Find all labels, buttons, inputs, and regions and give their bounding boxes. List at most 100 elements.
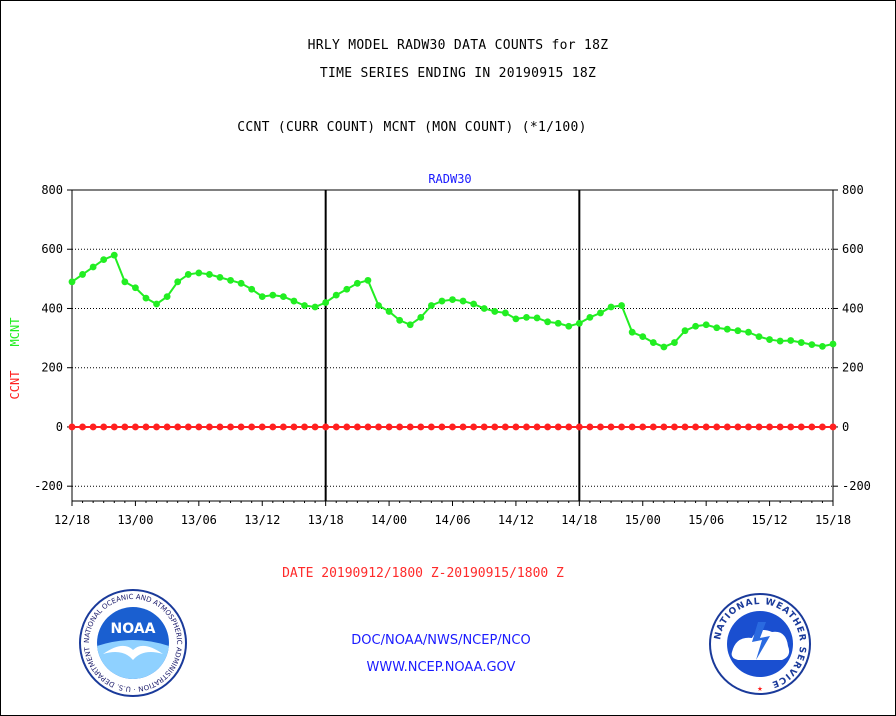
- series-point-ccnt: [533, 423, 541, 431]
- footer-url-line: WWW.NCEP.NOAA.GOV: [366, 660, 516, 675]
- series-point-ccnt: [353, 423, 361, 431]
- y-axis-label-ccnt: CCNT: [8, 371, 22, 400]
- series-point-ccnt: [660, 423, 668, 431]
- noaa-bird-icon: [103, 645, 163, 660]
- series-point-ccnt: [279, 423, 287, 431]
- series-point-ccnt: [639, 423, 647, 431]
- series-point-mcnt: [163, 293, 171, 301]
- series-point-mcnt: [787, 337, 795, 344]
- series-point-ccnt: [195, 423, 203, 431]
- series-point-ccnt: [79, 423, 86, 431]
- series-point-mcnt: [808, 341, 816, 349]
- x-tick-label: 13/06: [181, 513, 217, 527]
- series-point-ccnt: [375, 423, 382, 431]
- series-point-mcnt: [438, 297, 446, 305]
- series-point-mcnt: [89, 263, 97, 271]
- y-axis-label-mcnt: MCNT: [8, 318, 22, 347]
- series-point-ccnt: [808, 423, 816, 431]
- series-point-mcnt: [427, 302, 435, 309]
- series-point-ccnt: [132, 423, 139, 431]
- series-point-mcnt: [290, 297, 298, 305]
- series-point-mcnt: [776, 337, 784, 345]
- series-point-mcnt: [480, 305, 488, 312]
- y-tick-label-right: -200: [842, 479, 871, 493]
- series-point-ccnt: [290, 423, 298, 431]
- series-point-mcnt: [68, 278, 76, 286]
- nws-star-icon: ★: [757, 684, 763, 694]
- series-point-ccnt: [745, 423, 752, 431]
- y-tick-label-right: 800: [842, 183, 864, 197]
- series-point-mcnt: [501, 309, 509, 317]
- series-point-ccnt: [776, 423, 784, 431]
- series-point-ccnt: [174, 423, 182, 431]
- series-point-ccnt: [586, 423, 594, 431]
- series-point-mcnt: [745, 328, 752, 336]
- series-point-ccnt: [385, 423, 393, 431]
- series-point-mcnt: [237, 279, 245, 287]
- series-point-ccnt: [248, 423, 256, 431]
- x-tick-label: 13/12: [244, 513, 280, 527]
- series-point-ccnt: [766, 423, 773, 431]
- nws-cloud-icon: [731, 630, 790, 660]
- series-point-ccnt: [227, 423, 234, 431]
- noaa-logo-text: NOAA: [111, 621, 156, 637]
- series-point-ccnt: [417, 423, 425, 431]
- series-point-ccnt: [396, 423, 404, 431]
- series-point-mcnt: [184, 271, 192, 278]
- series-point-ccnt: [554, 423, 562, 431]
- chart-subtitle: CCNT (CURR COUNT) MCNT (MON COUNT) (*1/1…: [237, 120, 587, 135]
- series-point-mcnt: [364, 276, 372, 284]
- series-point-ccnt: [544, 423, 552, 431]
- series-point-mcnt: [586, 313, 594, 321]
- series-point-ccnt: [332, 423, 340, 431]
- series-point-ccnt: [597, 423, 604, 431]
- series-point-mcnt: [597, 309, 604, 317]
- x-tick-label: 15/06: [688, 513, 724, 527]
- series-point-ccnt: [713, 423, 721, 431]
- series-point-mcnt: [829, 340, 837, 348]
- y-tick-label-right: 400: [842, 301, 864, 315]
- series-point-mcnt: [353, 279, 361, 287]
- x-tick-label: 15/12: [752, 513, 788, 527]
- series-point-mcnt: [766, 336, 773, 343]
- series-point-mcnt: [723, 325, 731, 333]
- series-point-ccnt: [755, 423, 763, 431]
- series-point-ccnt: [649, 423, 657, 431]
- series-point-ccnt: [501, 423, 509, 431]
- series-point-mcnt: [470, 300, 478, 308]
- series-point-ccnt: [322, 423, 330, 431]
- series-point-mcnt: [301, 302, 308, 309]
- series-point-mcnt: [343, 285, 351, 293]
- series-point-mcnt: [512, 315, 520, 323]
- series-point-ccnt: [681, 423, 689, 431]
- series-point-ccnt: [829, 423, 837, 431]
- series-point-mcnt: [544, 318, 552, 326]
- series-point-mcnt: [523, 313, 530, 321]
- series-point-ccnt: [216, 423, 224, 431]
- series-point-ccnt: [449, 423, 456, 431]
- series-point-ccnt: [68, 423, 76, 431]
- chart-title-line2: TIME SERIES ENDING IN 20190915 18Z: [319, 66, 597, 81]
- series-point-ccnt: [459, 423, 467, 431]
- series-point-mcnt: [153, 300, 160, 308]
- x-tick-label: 15/18: [815, 513, 851, 527]
- series-point-mcnt: [628, 328, 636, 336]
- y-tick-label-left: 400: [41, 301, 63, 315]
- x-tick-label: 14/18: [561, 513, 597, 527]
- series-point-ccnt: [301, 423, 308, 431]
- series-point-mcnt: [248, 285, 256, 293]
- series-point-ccnt: [628, 423, 636, 431]
- series-point-ccnt: [343, 423, 351, 431]
- label-layer: RADW30 CCNT MCNT: [8, 172, 472, 399]
- series-layer: [68, 251, 837, 431]
- series-point-mcnt: [142, 294, 150, 302]
- x-tick-label: 14/12: [498, 513, 534, 527]
- series-point-mcnt: [417, 313, 425, 321]
- series-point-ccnt: [269, 423, 277, 431]
- date-range-label: DATE 20190912/1800 Z-20190915/1800 Z: [282, 566, 564, 581]
- series-point-mcnt: [132, 284, 139, 292]
- y-tick-label-right: 600: [842, 242, 864, 256]
- series-point-ccnt: [512, 423, 520, 431]
- plot-title: RADW30: [428, 172, 471, 186]
